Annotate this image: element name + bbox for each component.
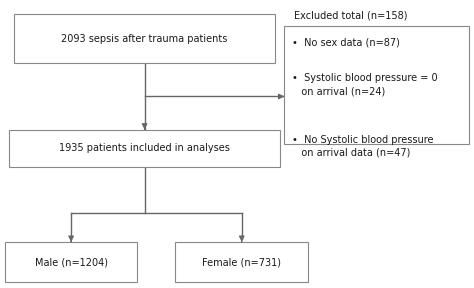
Text: 2093 sepsis after trauma patients: 2093 sepsis after trauma patients (61, 34, 228, 44)
Text: •  No Systolic blood pressure
   on arrival data (n=47): • No Systolic blood pressure on arrival … (292, 135, 433, 158)
FancyBboxPatch shape (9, 130, 280, 167)
FancyBboxPatch shape (175, 242, 308, 282)
Text: •  No sex data (n=87): • No sex data (n=87) (292, 37, 400, 48)
Text: Male (n=1204): Male (n=1204) (35, 257, 108, 267)
Text: Female (n=731): Female (n=731) (202, 257, 281, 267)
Text: Excluded total (n=158): Excluded total (n=158) (294, 10, 407, 20)
Text: 1935 patients included in analyses: 1935 patients included in analyses (59, 143, 230, 153)
FancyBboxPatch shape (14, 14, 275, 63)
Text: •  Systolic blood pressure = 0
   on arrival (n=24): • Systolic blood pressure = 0 on arrival… (292, 73, 437, 97)
FancyBboxPatch shape (5, 242, 137, 282)
FancyBboxPatch shape (284, 26, 469, 144)
